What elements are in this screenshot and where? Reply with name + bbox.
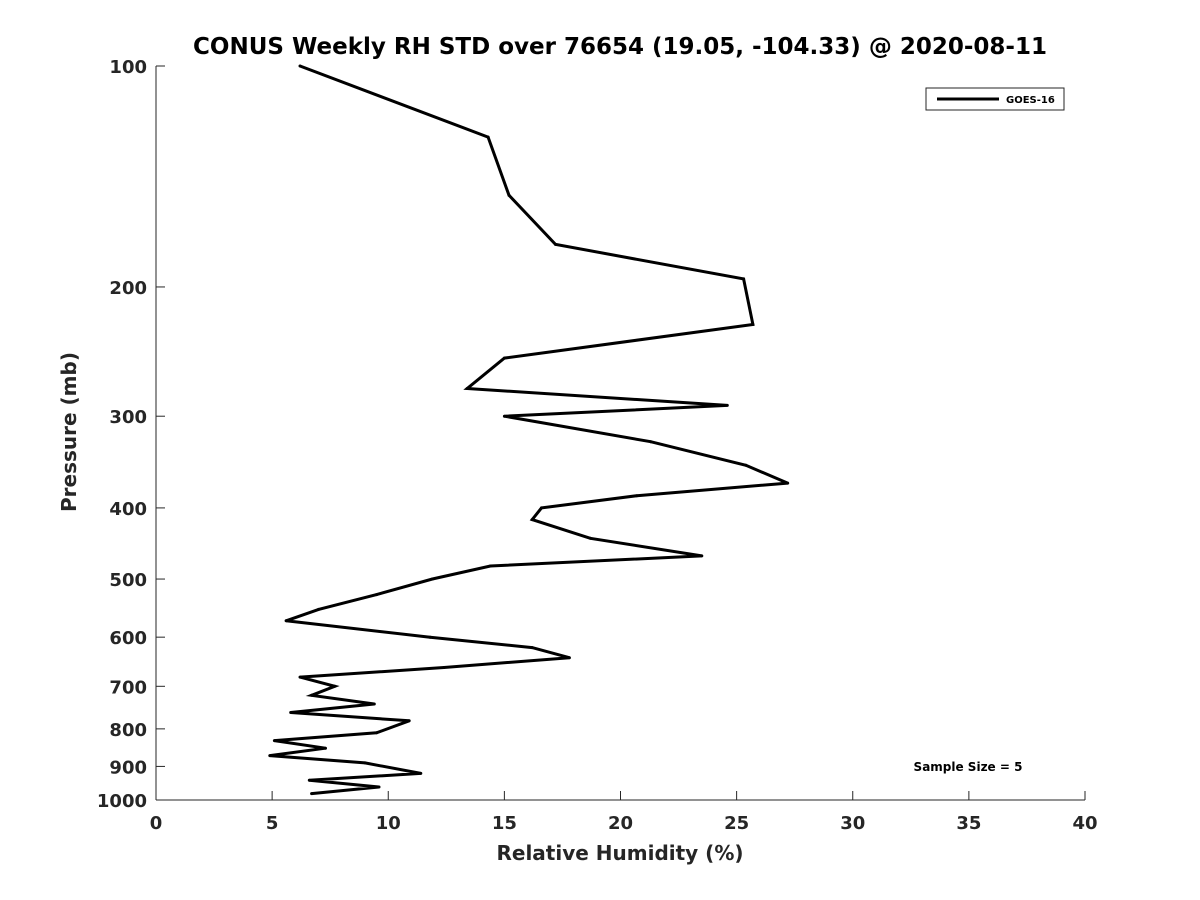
data-point — [488, 564, 492, 568]
y-tick-label: 100 — [109, 57, 147, 78]
data-point — [324, 746, 327, 750]
data-point — [502, 356, 506, 360]
y-tick-label: 1000 — [97, 791, 147, 812]
data-point — [333, 684, 337, 688]
data-point — [567, 656, 571, 660]
data-point — [377, 785, 381, 789]
data-point — [530, 518, 534, 522]
series-line-goes-16 — [269, 64, 789, 796]
data-point — [588, 536, 592, 540]
data-point — [744, 463, 748, 467]
data-point — [272, 739, 276, 743]
y-tick-label: 900 — [109, 757, 147, 778]
data-point — [298, 675, 302, 679]
data-point — [465, 387, 469, 390]
x-tick-label: 35 — [956, 813, 981, 834]
data-point — [419, 771, 423, 775]
x-axis-label: Relative Humidity (%) — [496, 841, 743, 865]
data-point — [507, 193, 511, 197]
y-tick-label: 500 — [109, 570, 147, 591]
x-tick-label: 0 — [150, 813, 163, 834]
data-point — [430, 577, 434, 581]
y-tick-label: 300 — [109, 407, 147, 428]
sample-size-annotation: Sample Size = 5 — [914, 760, 1023, 774]
y-tick-label: 800 — [109, 720, 147, 741]
data-point — [428, 635, 432, 639]
data-point — [540, 506, 543, 510]
data-point — [289, 711, 293, 714]
x-tick-label: 15 — [492, 813, 517, 834]
data-point — [363, 761, 367, 765]
chart-title: CONUS Weekly RH STD over 76654 (19.05, -… — [193, 34, 1047, 60]
x-tick-label: 30 — [840, 813, 865, 834]
data-point — [375, 593, 379, 597]
data-point — [502, 414, 506, 418]
x-tick-label: 40 — [1072, 813, 1097, 834]
data-point — [284, 619, 288, 623]
data-point — [700, 554, 704, 558]
x-axis-ticks: 0 5 10 15 20 25 30 35 40 — [150, 791, 1098, 834]
data-point — [649, 440, 653, 444]
data-point — [310, 792, 314, 796]
data-point — [751, 323, 755, 326]
x-tick-label: 20 — [608, 813, 633, 834]
data-point — [307, 778, 311, 782]
legend: GOES-16 — [925, 87, 1065, 111]
y-axis-ticks: 100 200 300 400 500 600 700 800 900 1000 — [97, 57, 165, 812]
data-point — [375, 731, 379, 735]
y-tick-label: 400 — [109, 499, 147, 520]
data-point — [742, 277, 746, 281]
x-tick-label: 25 — [724, 813, 749, 834]
x-tick-label: 5 — [266, 813, 279, 834]
x-tick-label: 10 — [376, 813, 401, 834]
legend-label-goes-16: GOES-16 — [1006, 95, 1055, 106]
y-tick-label: 200 — [109, 278, 147, 299]
series-points — [268, 64, 790, 796]
data-point — [486, 135, 490, 139]
data-point — [268, 754, 272, 758]
data-point — [530, 646, 534, 650]
data-point — [317, 607, 321, 611]
y-tick-label: 600 — [109, 628, 147, 649]
y-axis-label: Pressure (mb) — [57, 352, 81, 512]
data-point — [310, 693, 314, 697]
y-tick-label: 700 — [109, 677, 147, 698]
data-point — [372, 702, 376, 706]
data-point — [407, 719, 411, 723]
data-point — [635, 494, 639, 498]
data-point — [442, 666, 446, 669]
data-point — [725, 403, 729, 407]
data-point — [554, 242, 557, 246]
data-point — [298, 64, 302, 68]
data-point — [786, 481, 790, 485]
